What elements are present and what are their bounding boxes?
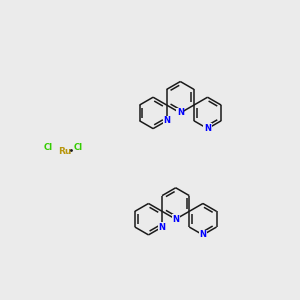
Text: Cl: Cl [74, 143, 83, 152]
Text: N: N [200, 230, 206, 239]
Text: N: N [177, 108, 184, 117]
Text: N: N [159, 223, 166, 232]
Text: Cl: Cl [44, 143, 53, 152]
Text: Ru: Ru [58, 147, 71, 156]
Text: N: N [163, 116, 170, 125]
Text: N: N [172, 215, 179, 224]
Text: N: N [204, 124, 211, 133]
